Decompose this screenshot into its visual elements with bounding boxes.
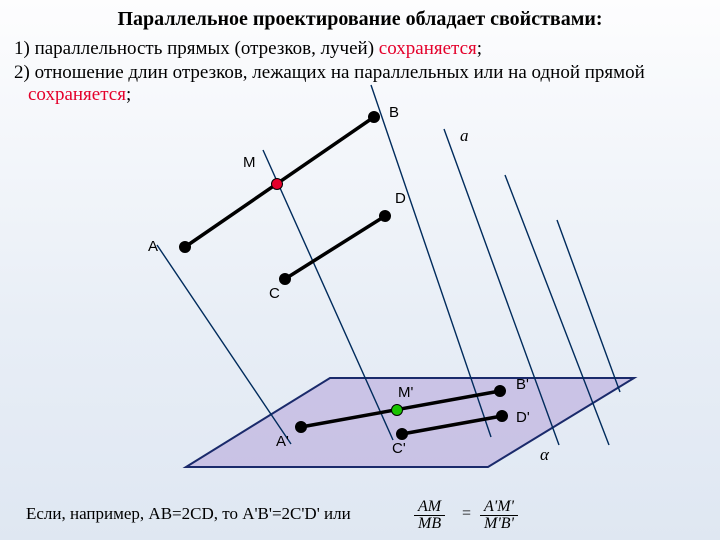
point-m — [272, 179, 283, 190]
fraction-right-top: A'M' — [480, 499, 518, 516]
point-d — [380, 211, 391, 222]
label-plane-alpha: α — [540, 445, 550, 464]
label-c: C — [269, 285, 280, 302]
point-a — [180, 242, 191, 253]
label-a: A — [148, 238, 158, 255]
label-dp: D' — [516, 409, 530, 426]
point-b — [369, 112, 380, 123]
point-c — [280, 274, 291, 285]
label-m: M — [243, 154, 256, 171]
label-cp: C' — [392, 440, 406, 457]
footer-text: Если, например, АВ=2CD, то A'B'=2C'D' ил… — [26, 504, 351, 524]
label-b: B — [389, 104, 399, 121]
fraction-left-top: AM — [414, 499, 445, 516]
fraction-left: AM MB — [414, 499, 445, 532]
segment-cd — [285, 216, 385, 279]
fraction-right: A'M' M'B' — [480, 499, 518, 532]
fraction-right-bot: M'B' — [480, 516, 518, 532]
point-c1 — [397, 429, 408, 440]
label-ap: A' — [276, 433, 289, 450]
point-b1 — [495, 386, 506, 397]
equals-sign: = — [462, 505, 471, 523]
point-a1 — [296, 422, 307, 433]
projection-line — [557, 220, 620, 392]
label-direction-a: a — [460, 126, 469, 145]
label-mp: M' — [398, 384, 413, 401]
point-m1 — [392, 405, 403, 416]
label-d: D — [395, 190, 406, 207]
label-bp: B' — [516, 376, 529, 393]
point-d1 — [497, 411, 508, 422]
diagram-svg: A B M C D A' B' M' C' D' a α — [0, 0, 720, 540]
projection-line — [157, 245, 291, 444]
fraction-left-bot: MB — [414, 516, 445, 532]
